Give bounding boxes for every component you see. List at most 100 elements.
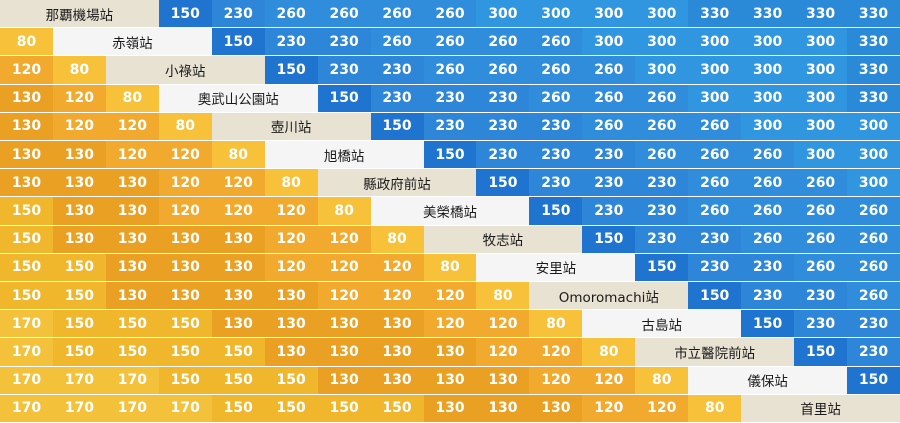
- fare-cell: 130: [264, 338, 318, 367]
- fare-cell: 130: [211, 282, 265, 311]
- fare-cell: 150: [0, 197, 53, 226]
- fare-cell: 230: [688, 225, 742, 254]
- fare-cell: 230: [370, 56, 424, 85]
- fare-cell: 170: [0, 338, 53, 367]
- fare-cell: 260: [476, 28, 530, 57]
- fare-cell: 150: [529, 197, 583, 226]
- fare-cell: 120: [529, 338, 583, 367]
- fare-cell: 80: [476, 282, 530, 311]
- fare-cell: 300: [582, 0, 636, 29]
- fare-cell: 300: [794, 112, 848, 141]
- station-name: 旭橋站: [264, 141, 424, 170]
- fare-cell: 330: [847, 0, 900, 29]
- fare-cell: 130: [423, 366, 477, 395]
- fare-cell: 260: [741, 225, 795, 254]
- fare-cell: 120: [582, 394, 636, 423]
- fare-cell: 80: [423, 253, 477, 282]
- fare-cell: 330: [847, 84, 900, 113]
- fare-cell: 170: [0, 366, 53, 395]
- fare-cell: 130: [264, 310, 318, 339]
- fare-cell: 150: [476, 169, 530, 198]
- fare-cell: 130: [52, 169, 106, 198]
- fare-cell: 170: [105, 366, 159, 395]
- fare-cell: 130: [105, 253, 159, 282]
- fare-cell: 300: [529, 0, 583, 29]
- fare-cell: 230: [529, 141, 583, 170]
- fare-cell: 260: [423, 0, 477, 29]
- fare-cell: 260: [635, 84, 689, 113]
- fare-cell: 130: [52, 225, 106, 254]
- fare-cell: 170: [0, 394, 53, 423]
- fare-cell: 130: [105, 197, 159, 226]
- fare-cell: 260: [635, 112, 689, 141]
- fare-cell: 130: [52, 197, 106, 226]
- fare-cell: 120: [105, 141, 159, 170]
- fare-cell: 120: [317, 282, 371, 311]
- fare-cell: 260: [741, 141, 795, 170]
- fare-cell: 150: [370, 112, 424, 141]
- fare-cell: 300: [794, 56, 848, 85]
- fare-cell: 80: [0, 28, 53, 57]
- fare-cell: 230: [794, 310, 848, 339]
- fare-cell: 260: [529, 28, 583, 57]
- fare-cell: 260: [423, 56, 477, 85]
- station-name: 美榮橋站: [370, 197, 530, 226]
- fare-cell: 300: [688, 84, 742, 113]
- fare-cell: 80: [635, 366, 689, 395]
- fare-cell: 300: [635, 0, 689, 29]
- fare-cell: 230: [423, 84, 477, 113]
- fare-cell: 300: [635, 56, 689, 85]
- fare-cell: 150: [211, 28, 265, 57]
- fare-cell: 260: [582, 112, 636, 141]
- fare-cell: 150: [158, 310, 212, 339]
- station-name: 古島站: [582, 310, 742, 339]
- fare-cell: 150: [52, 338, 106, 367]
- fare-cell: 150: [158, 0, 212, 29]
- fare-cell: 120: [264, 225, 318, 254]
- fare-cell: 130: [476, 366, 530, 395]
- fare-cell: 230: [476, 84, 530, 113]
- fare-cell: 130: [529, 394, 583, 423]
- fare-cell: 150: [741, 310, 795, 339]
- fare-cell: 120: [0, 56, 53, 85]
- fare-cell: 150: [211, 338, 265, 367]
- fare-cell: 120: [582, 366, 636, 395]
- fare-cell: 130: [158, 253, 212, 282]
- fare-cell: 230: [423, 112, 477, 141]
- fare-cell: 150: [317, 84, 371, 113]
- fare-cell: 120: [317, 225, 371, 254]
- fare-cell: 230: [317, 28, 371, 57]
- fare-cell: 300: [847, 141, 900, 170]
- fare-cell: 150: [582, 225, 636, 254]
- fare-cell: 150: [423, 141, 477, 170]
- fare-cell: 330: [794, 0, 848, 29]
- fare-cell: 260: [688, 141, 742, 170]
- fare-cell: 230: [529, 169, 583, 198]
- station-name: Omoromachi站: [529, 282, 689, 311]
- fare-cell: 120: [264, 197, 318, 226]
- fare-cell: 130: [0, 84, 53, 113]
- station-name: 赤嶺站: [52, 28, 212, 57]
- fare-cell: 120: [423, 310, 477, 339]
- fare-cell: 300: [794, 141, 848, 170]
- fare-cell: 260: [688, 197, 742, 226]
- fare-cell: 150: [688, 282, 742, 311]
- fare-cell: 130: [423, 338, 477, 367]
- fare-cell: 120: [52, 112, 106, 141]
- fare-cell: 120: [52, 84, 106, 113]
- fare-cell: 230: [741, 253, 795, 282]
- fare-cell: 260: [476, 56, 530, 85]
- fare-cell: 260: [794, 169, 848, 198]
- fare-cell: 150: [264, 56, 318, 85]
- station-name: 首里站: [741, 394, 900, 423]
- fare-cell: 130: [423, 394, 477, 423]
- fare-cell: 150: [264, 394, 318, 423]
- fare-cell: 80: [158, 112, 212, 141]
- fare-cell: 130: [476, 394, 530, 423]
- fare-cell: 130: [105, 225, 159, 254]
- fare-cell: 130: [52, 141, 106, 170]
- fare-cell: 260: [847, 282, 900, 311]
- fare-cell: 230: [582, 169, 636, 198]
- fare-cell: 170: [52, 394, 106, 423]
